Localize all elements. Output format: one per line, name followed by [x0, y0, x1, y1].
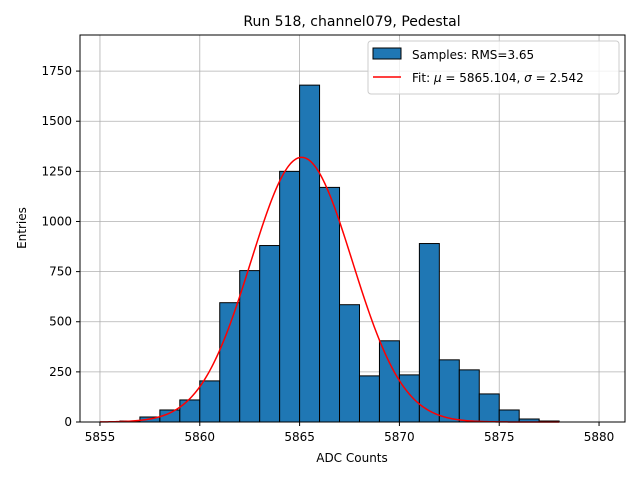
histogram-bar	[279, 170, 301, 423]
histogram-bar	[378, 340, 400, 423]
legend-fit-mu-symbol: μ	[433, 71, 442, 85]
x-axis-label: ADC Counts	[316, 451, 388, 465]
histogram-bar	[418, 243, 440, 423]
legend-fit-label: Fit: μ = 5865.104, σ = 2.542	[412, 71, 584, 85]
y-tick-label: 1000	[41, 214, 72, 228]
histogram-bar	[179, 399, 201, 423]
histogram-bar	[438, 359, 460, 423]
x-tick-label: 5865	[284, 430, 315, 444]
histogram-bar	[199, 380, 221, 423]
histogram-bar	[319, 186, 341, 423]
legend-fit-prefix: Fit:	[412, 71, 434, 85]
x-tick-label: 5875	[484, 430, 515, 444]
histogram-bar	[299, 84, 321, 423]
histogram-bar	[239, 270, 261, 423]
histogram-bar	[259, 245, 281, 423]
histogram-bar	[358, 375, 380, 423]
x-tick-label: 5870	[384, 430, 415, 444]
y-axis-ticks: 0 250 500 750 1000 1250 1500 1750	[41, 64, 80, 429]
histogram-bar	[498, 409, 520, 423]
x-tick-label: 5880	[584, 430, 615, 444]
y-tick-label: 250	[49, 365, 72, 379]
y-tick-label: 750	[49, 265, 72, 279]
plot-frame	[79, 34, 626, 423]
legend-samples-swatch	[372, 47, 402, 60]
legend-box	[367, 40, 620, 95]
y-tick-label: 1750	[41, 64, 72, 78]
y-tick-label: 1500	[41, 114, 72, 128]
histogram-bar	[478, 393, 500, 423]
x-axis-ticks: 5855 5860 5865 5870 5875 5880	[85, 422, 615, 444]
y-tick-label: 0	[64, 415, 72, 429]
histogram-bars	[119, 84, 560, 423]
histogram-bar	[398, 374, 420, 423]
histogram-bar	[458, 369, 480, 423]
x-tick-label: 5855	[85, 430, 116, 444]
legend-samples-label: Samples: RMS=3.65	[412, 48, 534, 62]
y-tick-label: 1250	[41, 164, 72, 178]
histogram-bar	[339, 304, 360, 423]
legend: Samples: RMS=3.65 Fit: μ = 5865.104, σ =…	[367, 40, 620, 95]
chart-title: Run 518, channel079, Pedestal	[243, 14, 460, 30]
y-tick-label: 500	[49, 315, 72, 329]
legend-fit-mu-value: = 5865.104,	[442, 71, 525, 85]
legend-fit-sigma-symbol: σ	[524, 71, 532, 85]
y-axis-label: Entries	[15, 207, 29, 249]
legend-fit-sigma-value: = 2.542	[532, 71, 584, 85]
x-tick-label: 5860	[185, 430, 216, 444]
histogram-bar	[219, 302, 241, 423]
